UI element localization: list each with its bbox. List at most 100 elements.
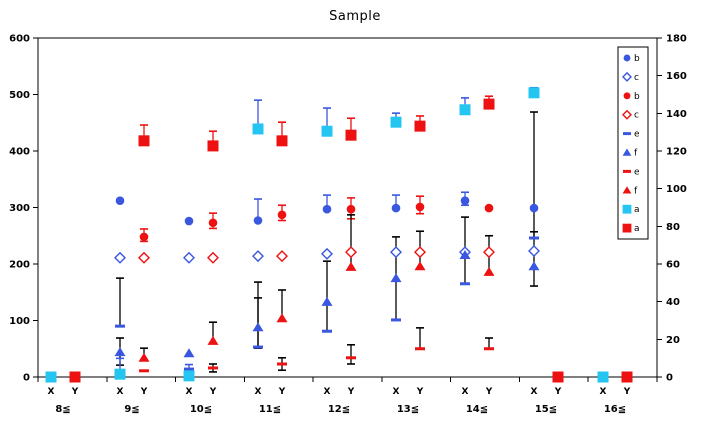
e-blue-dash-marker: [529, 236, 539, 240]
x-sub-label: X: [531, 387, 538, 397]
f-blue-triangle-marker: [114, 347, 126, 357]
e-blue-dash-marker-legend: [623, 132, 631, 136]
legend-label: a: [634, 205, 640, 215]
x-sub-label: X: [48, 387, 55, 397]
a-cyan-square-marker: [114, 368, 126, 380]
x-sub-label: Y: [278, 387, 286, 397]
x-sub-label: Y: [485, 387, 493, 397]
f-blue-triangle-marker: [321, 296, 333, 306]
c-red-diamond-marker: [483, 246, 495, 259]
a-red-square-marker: [345, 129, 357, 141]
e-red-dash-marker: [208, 366, 218, 370]
c-red-diamond-marker: [345, 246, 357, 259]
e-blue-dash-marker: [391, 318, 401, 322]
b-blue-circle-marker: [391, 203, 401, 213]
b-red-circle-marker: [415, 202, 425, 212]
right-axis-tick-label: 80: [666, 222, 680, 233]
b-blue-circle-marker-legend: [623, 54, 631, 62]
legend-label: c: [634, 111, 639, 121]
legend-label: b: [634, 54, 640, 64]
x-sub-label: Y: [623, 387, 631, 397]
x-category-label: 13≦: [397, 404, 419, 415]
x-sub-label: X: [393, 387, 400, 397]
chart-title: Sample: [329, 9, 381, 24]
left-axis-tick-label: 400: [9, 147, 30, 158]
legend-label: c: [634, 73, 639, 83]
a-red-square-marker: [552, 371, 564, 383]
right-axis-tick-label: 120: [666, 147, 687, 158]
x-sub-label: Y: [347, 387, 355, 397]
b-red-circle-marker-legend: [623, 92, 631, 100]
x-sub-label: X: [462, 387, 469, 397]
a-red-square-marker: [483, 98, 495, 110]
a-red-square-marker-legend: [622, 223, 632, 233]
legend-label: b: [634, 92, 640, 102]
a-cyan-square-marker: [597, 371, 609, 383]
x-sub-label: X: [324, 387, 331, 397]
legend-box: [617, 46, 649, 240]
legend-label: f: [634, 186, 638, 196]
b-red-circle-marker: [139, 232, 149, 242]
f-blue-triangle-marker: [183, 348, 195, 358]
left-axis-tick-label: 0: [23, 373, 30, 384]
c-red-diamond-marker-legend: [622, 109, 632, 120]
a-cyan-square-marker: [183, 370, 195, 382]
x-sub-label: Y: [140, 387, 148, 397]
right-axis-tick-label: 160: [666, 71, 687, 82]
x-category-label: 15≦: [535, 404, 557, 415]
b-blue-circle-marker: [322, 204, 332, 214]
x-sub-label: X: [117, 387, 124, 397]
e-blue-dash-marker: [115, 324, 125, 328]
a-cyan-square-marker: [252, 123, 264, 135]
right-axis-tick-label: 180: [666, 34, 687, 45]
x-sub-label: X: [255, 387, 262, 397]
e-red-dash-marker: [346, 356, 356, 360]
x-category-label: 10≦: [190, 404, 212, 415]
b-blue-circle-marker: [529, 203, 539, 213]
x-sub-label: Y: [416, 387, 424, 397]
f-blue-triangle-marker-legend: [622, 148, 632, 156]
a-red-square-marker: [207, 140, 219, 152]
right-axis-tick-label: 20: [666, 335, 680, 346]
b-red-circle-marker: [346, 204, 356, 214]
left-axis-tick-label: 300: [9, 203, 30, 214]
a-red-square-marker: [276, 135, 288, 147]
f-blue-triangle-marker: [252, 322, 264, 332]
x-category-label: 16≦: [604, 404, 626, 415]
c-blue-diamond-marker: [528, 245, 540, 257]
left-axis-tick-label: 500: [9, 90, 30, 101]
f-red-triangle-marker: [483, 266, 495, 276]
e-blue-dash-marker: [253, 345, 263, 349]
b-blue-circle-marker: [184, 216, 194, 226]
e-blue-dash-marker: [460, 282, 470, 286]
a-cyan-square-marker: [45, 371, 57, 383]
x-sub-label: X: [600, 387, 607, 397]
legend-label: a: [634, 224, 640, 234]
c-red-diamond-marker: [276, 250, 288, 263]
c-red-diamond-marker: [414, 246, 426, 259]
a-red-square-marker: [621, 371, 633, 383]
right-axis-tick-label: 140: [666, 109, 687, 120]
left-axis-tick-label: 100: [9, 316, 30, 327]
a-cyan-square-marker: [390, 116, 402, 128]
c-blue-diamond-marker: [390, 246, 402, 259]
right-axis-tick-label: 100: [666, 184, 687, 195]
f-red-triangle-marker: [276, 313, 288, 323]
x-sub-label: Y: [71, 387, 79, 397]
c-blue-diamond-marker-legend: [622, 71, 632, 82]
a-cyan-square-marker: [459, 104, 471, 116]
b-red-circle-marker: [277, 210, 287, 220]
left-axis-tick-label: 600: [9, 34, 30, 45]
right-axis-tick-label: 40: [666, 297, 680, 308]
x-category-label: 8≦: [55, 404, 70, 415]
e-red-dash-marker: [484, 347, 494, 351]
a-cyan-square-marker: [528, 87, 540, 99]
x-category-label: 11≦: [259, 404, 281, 415]
c-red-diamond-marker: [138, 251, 150, 264]
c-blue-diamond-marker: [114, 251, 126, 264]
a-red-square-marker: [69, 371, 81, 383]
a-red-square-marker: [414, 120, 426, 132]
c-blue-diamond-marker: [183, 251, 195, 264]
